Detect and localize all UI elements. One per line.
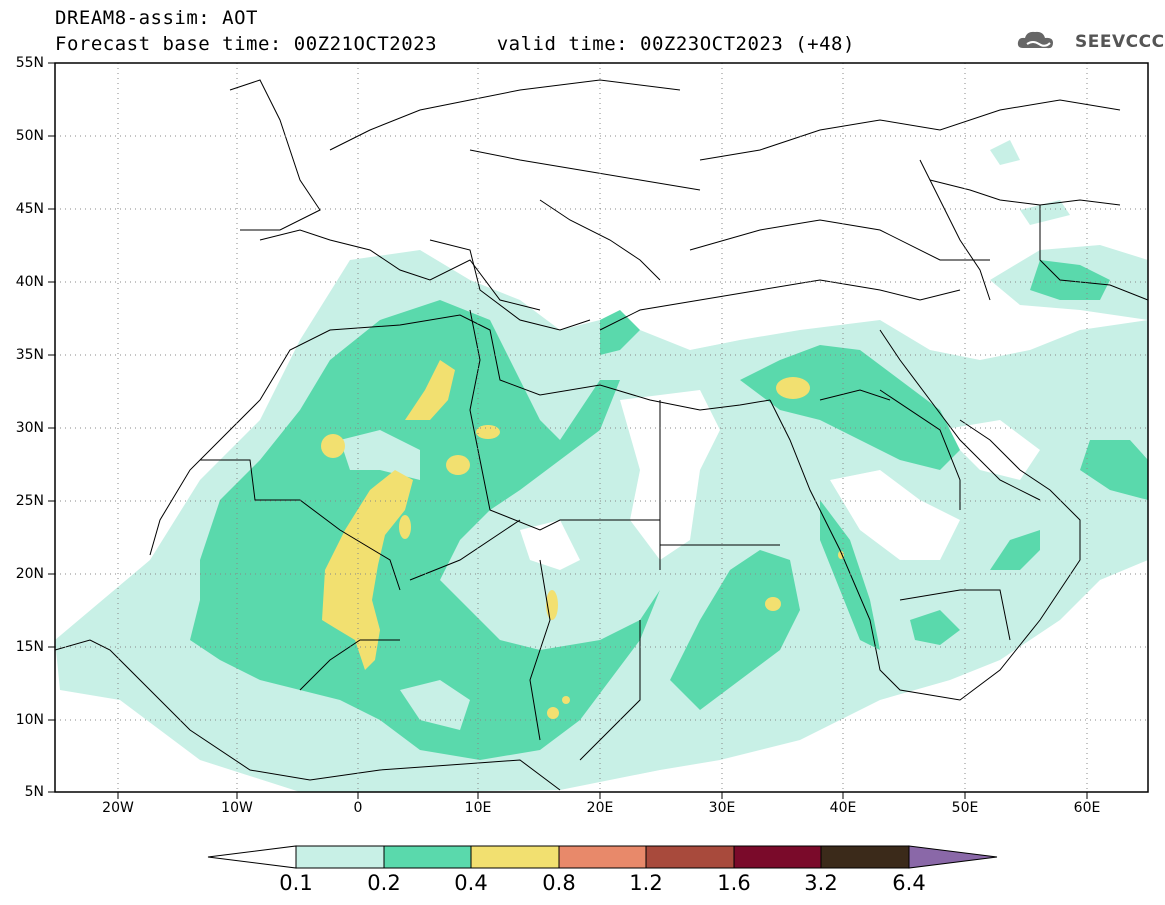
colorbar-label: 6.4 [892, 871, 926, 895]
lon-label: 30E [708, 800, 736, 816]
colorbar-label: 1.6 [717, 871, 751, 895]
colorbar-swatch-0-4 [470, 845, 560, 869]
lon-label: 0 [353, 800, 363, 816]
colorbar-high-arrow [908, 845, 998, 869]
lon-label: 60E [1073, 800, 1101, 816]
aot-band-0-1-holes [340, 430, 520, 730]
cloud-logo-icon [1017, 31, 1053, 49]
colorbar-label: 0.1 [279, 871, 313, 895]
lon-label: 50E [951, 800, 979, 816]
aot-low-areas [520, 390, 1040, 570]
lat-label: 35N [15, 347, 44, 363]
colorbar-label: 0.4 [454, 871, 488, 895]
lon-label: 10E [464, 800, 492, 816]
lat-label: 55N [15, 55, 44, 71]
colorbar-label: 0.8 [542, 871, 576, 895]
aot-band-0-4 [321, 360, 844, 719]
coastlines [55, 79, 1148, 791]
colorbar-swatch-0-1 [295, 845, 385, 869]
lon-label: 20W [102, 800, 134, 816]
aot-fields [55, 140, 1148, 792]
grid [55, 63, 1148, 792]
lat-label: 30N [15, 420, 44, 436]
colorbar-swatch-3-2 [820, 845, 910, 869]
colorbar-swatch-1-2 [645, 845, 735, 869]
colorbar-swatch-1-6 [733, 845, 822, 869]
lat-label: 20N [15, 566, 44, 582]
colorbar [207, 845, 998, 869]
colorbar-swatch-0-2 [383, 845, 472, 869]
lon-label: 10W [221, 800, 253, 816]
aot-band-0-2 [190, 260, 1148, 760]
colorbar-low-arrow [207, 845, 297, 869]
colorbar-label: 3.2 [804, 871, 838, 895]
logo-text: SEEVCCC [1075, 32, 1165, 52]
ticks [48, 62, 1088, 799]
lon-label: 40E [829, 800, 857, 816]
colorbar-label: 1.2 [629, 871, 663, 895]
lon-label: 20E [586, 800, 614, 816]
forecast-time-line: Forecast base time: 00Z21OCT2023 valid t… [55, 33, 855, 55]
lat-label: 25N [15, 493, 44, 509]
lat-label: 5N [24, 784, 44, 800]
lat-label: 15N [15, 639, 44, 655]
colorbar-label: 0.2 [367, 871, 401, 895]
lat-label: 10N [15, 712, 44, 728]
lat-label: 40N [15, 274, 44, 290]
colorbar-swatch-0-8 [558, 845, 647, 869]
map-title: DREAM8-assim: AOT [55, 7, 258, 29]
lat-label: 50N [15, 128, 44, 144]
lat-label: 45N [15, 201, 44, 217]
